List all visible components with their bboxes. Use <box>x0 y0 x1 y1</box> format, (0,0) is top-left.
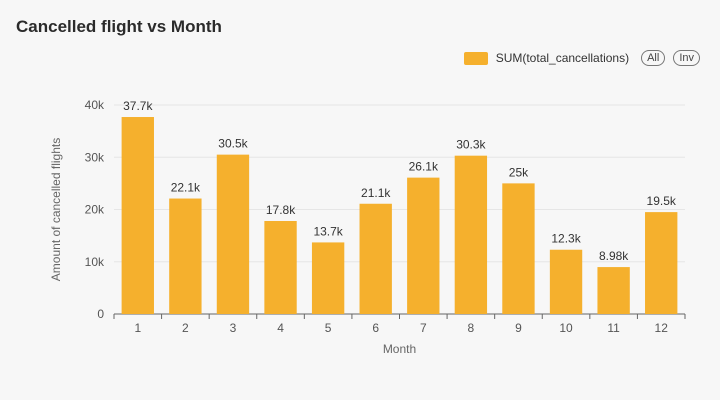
bar[interactable] <box>169 198 202 314</box>
legend-series-label[interactable]: SUM(total_cancellations) <box>495 51 630 65</box>
bar-value-label: 37.7k <box>123 99 153 113</box>
x-tick-label: 5 <box>325 321 332 335</box>
bar[interactable] <box>121 117 154 314</box>
bar-value-label: 8.98k <box>599 249 629 263</box>
bar-value-label: 21.1k <box>361 186 391 200</box>
bar[interactable] <box>311 242 345 314</box>
x-tick-label: 4 <box>277 321 284 335</box>
bar-value-label: 30.5k <box>218 137 248 151</box>
bar-value-label: 17.8k <box>266 203 296 217</box>
x-axis-title: Month <box>383 342 416 356</box>
y-tick-label: 30k <box>85 150 105 164</box>
bar[interactable] <box>549 249 583 314</box>
bar-value-label: 25k <box>509 165 529 179</box>
bar-value-label: 22.1k <box>171 181 201 195</box>
legend: SUM(total_cancellations) All Inv <box>463 50 700 66</box>
x-tick-label: 7 <box>420 321 427 335</box>
legend-all-button[interactable]: All <box>641 50 666 66</box>
bar[interactable] <box>645 212 678 314</box>
bar[interactable] <box>597 267 630 314</box>
bar[interactable] <box>407 177 440 314</box>
y-tick-label: 0 <box>97 307 104 321</box>
bar-value-label: 30.3k <box>456 138 486 152</box>
y-tick-label: 20k <box>85 203 105 217</box>
x-tick-label: 3 <box>230 321 237 335</box>
bar[interactable] <box>359 203 392 314</box>
x-tick-label: 9 <box>515 321 522 335</box>
chart-title: Cancelled flight vs Month <box>16 17 222 36</box>
x-tick-label: 8 <box>468 321 475 335</box>
legend-swatch[interactable] <box>463 51 488 65</box>
bar-value-label: 26.1k <box>409 160 439 174</box>
y-tick-label: 10k <box>85 255 105 269</box>
x-tick-label: 2 <box>182 321 189 335</box>
y-tick-label: 40k <box>85 98 105 112</box>
bar[interactable] <box>264 220 297 314</box>
bar-value-label: 19.5k <box>647 194 677 208</box>
legend-inv-button[interactable]: Inv <box>673 50 700 66</box>
bar[interactable] <box>502 183 535 314</box>
x-tick-label: 10 <box>559 321 573 335</box>
x-tick-label: 6 <box>372 321 379 335</box>
x-tick-label: 12 <box>655 321 669 335</box>
bar-value-label: 12.3k <box>551 232 581 246</box>
bar[interactable] <box>454 155 488 314</box>
bar-value-label: 13.7k <box>313 224 343 238</box>
bar[interactable] <box>216 154 250 314</box>
y-axis-title: Amount of cancelled flights <box>49 138 63 281</box>
x-tick-label: 1 <box>134 321 141 335</box>
x-tick-label: 11 <box>607 321 620 335</box>
